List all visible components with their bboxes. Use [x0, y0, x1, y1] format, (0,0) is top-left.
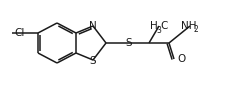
Text: N: N	[89, 21, 97, 31]
Text: Cl: Cl	[14, 28, 24, 38]
Text: S: S	[126, 38, 132, 48]
Text: O: O	[177, 54, 185, 64]
Text: C: C	[160, 21, 168, 31]
Text: 2: 2	[194, 25, 198, 34]
Text: S: S	[90, 56, 96, 66]
Text: H: H	[150, 21, 158, 31]
Text: NH: NH	[181, 21, 197, 31]
Text: 3: 3	[156, 26, 161, 35]
